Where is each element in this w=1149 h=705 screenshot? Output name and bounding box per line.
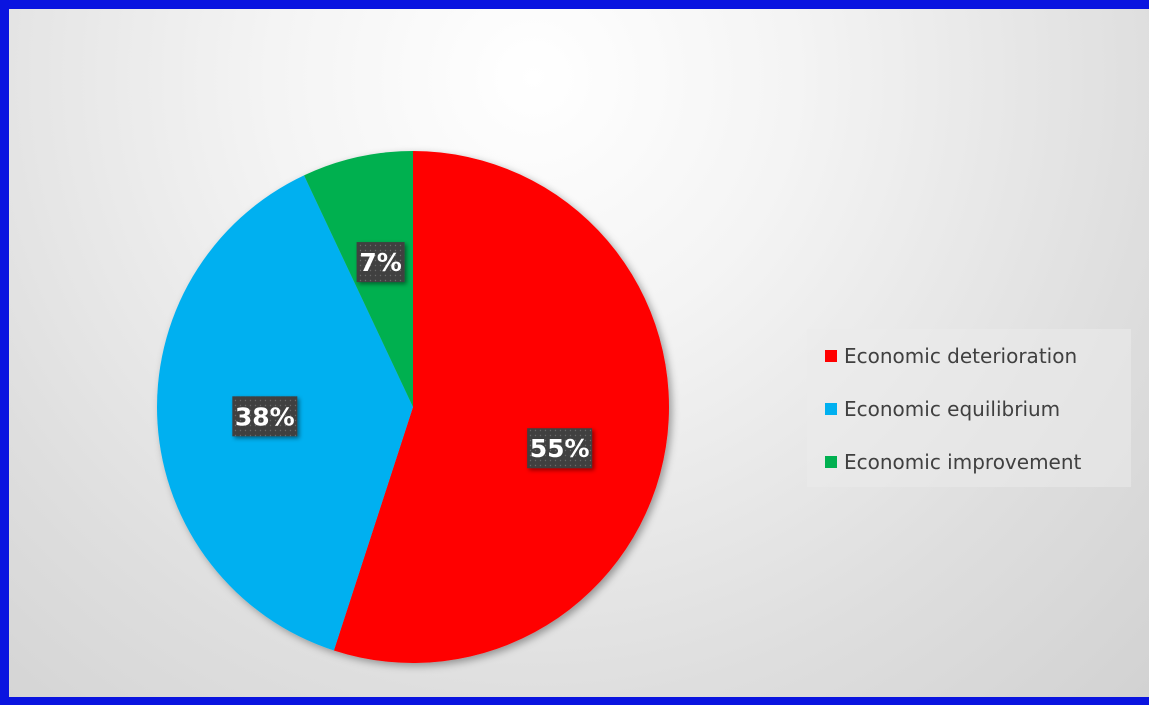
legend-swatch-equilibrium	[825, 403, 837, 415]
data-label-text-equilibrium: 38%	[235, 402, 295, 431]
legend-swatch-deterioration	[825, 350, 837, 362]
legend-entry-improvement: Economic improvement	[825, 449, 1081, 475]
pie-chart: 55% 38% 7%	[156, 151, 670, 663]
data-label-text-deterioration: 55%	[530, 434, 590, 463]
data-label-box-equilibrium	[232, 396, 298, 437]
legend-label-improvement: Economic improvement	[844, 450, 1082, 474]
data-label-improvement: 7%	[356, 242, 405, 283]
legend-label-equilibrium: Economic equilibrium	[844, 397, 1061, 421]
legend-entry-equilibrium: Economic equilibrium	[825, 396, 1060, 422]
legend-swatch-improvement	[825, 456, 837, 468]
data-label-deterioration: 55%	[527, 428, 593, 469]
data-label-equilibrium: 38%	[232, 396, 298, 437]
legend-entry-deterioration: Economic deterioration	[825, 343, 1077, 369]
data-label-box-deterioration	[527, 428, 593, 469]
data-label-text-improvement: 7%	[359, 248, 401, 277]
pie-slice-deterioration	[333, 151, 670, 663]
chart-legend: Economic deterioration Economic equilibr…	[807, 329, 1131, 487]
legend-label-deterioration: Economic deterioration	[844, 344, 1078, 368]
data-label-box-improvement	[356, 242, 405, 283]
